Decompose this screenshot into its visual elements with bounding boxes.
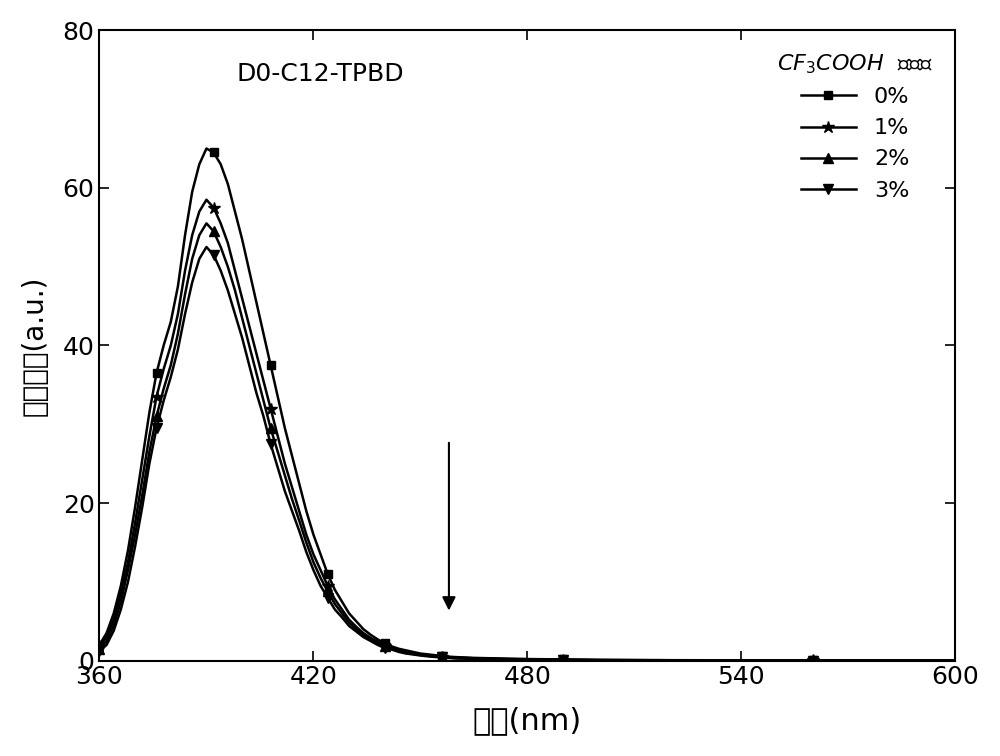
0% xyxy=(200,144,212,153)
Line: 3%: 3% xyxy=(95,242,960,665)
Legend: 0%, 1%, 2%, 3%: 0%, 1%, 2%, 3% xyxy=(766,42,944,212)
3% xyxy=(172,345,184,354)
Line: 0%: 0% xyxy=(95,144,959,665)
0% xyxy=(949,656,961,665)
0% xyxy=(186,187,198,197)
2% xyxy=(93,644,105,653)
0% xyxy=(129,503,141,512)
2% xyxy=(842,656,854,665)
0% xyxy=(93,640,105,649)
1% xyxy=(914,656,926,665)
3% xyxy=(129,542,141,551)
1% xyxy=(200,195,212,204)
2% xyxy=(129,530,141,539)
X-axis label: 波长(nm): 波长(nm) xyxy=(473,706,582,735)
1% xyxy=(93,642,105,651)
3% xyxy=(200,243,212,252)
2% xyxy=(914,656,926,665)
2% xyxy=(200,218,212,228)
Y-axis label: 荧光强度(a.u.): 荧光强度(a.u.) xyxy=(21,275,49,416)
3% xyxy=(504,655,516,664)
2% xyxy=(186,254,198,263)
1% xyxy=(186,231,198,240)
0% xyxy=(504,654,516,663)
2% xyxy=(949,656,961,665)
3% xyxy=(914,656,926,665)
Text: D0-C12-TPBD: D0-C12-TPBD xyxy=(236,62,404,86)
1% xyxy=(949,656,961,665)
0% xyxy=(379,639,391,648)
3% xyxy=(379,643,391,652)
3% xyxy=(949,656,961,665)
3% xyxy=(807,656,819,665)
2% xyxy=(504,655,516,664)
1% xyxy=(878,656,890,665)
1% xyxy=(504,655,516,664)
Line: 1%: 1% xyxy=(93,194,962,667)
3% xyxy=(186,278,198,287)
1% xyxy=(172,309,184,318)
1% xyxy=(379,641,391,650)
0% xyxy=(172,282,184,291)
2% xyxy=(379,642,391,651)
1% xyxy=(129,518,141,527)
0% xyxy=(914,656,926,665)
Line: 2%: 2% xyxy=(95,218,960,665)
0% xyxy=(878,656,890,665)
2% xyxy=(172,329,184,338)
3% xyxy=(93,646,105,655)
